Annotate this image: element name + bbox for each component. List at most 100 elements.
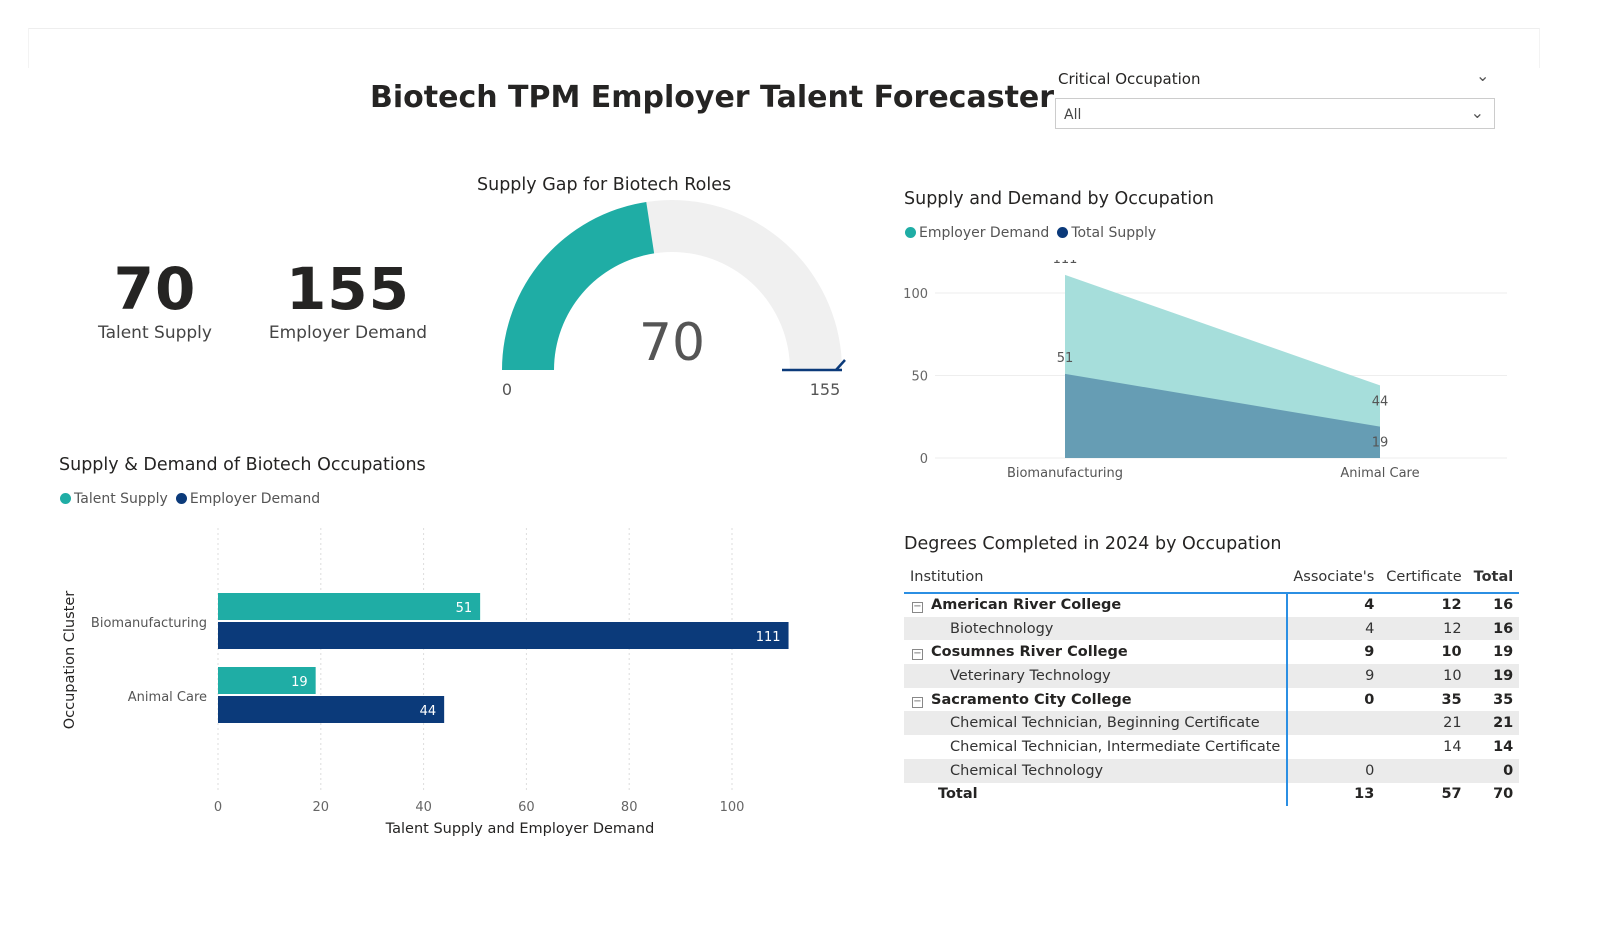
table-group-row[interactable]: − Sacramento City College 0 35 35	[904, 687, 1519, 712]
column-header-institution[interactable]: Institution	[904, 561, 1288, 594]
legend-item-talent-supply[interactable]: Talent Supply	[60, 491, 168, 507]
slicer-label: Critical Occupation	[1058, 70, 1201, 88]
data-label: 19	[1372, 436, 1389, 451]
card-label: Employer Demand	[268, 323, 428, 343]
legend-label: Talent Supply	[74, 491, 168, 507]
data-label: 111	[756, 630, 781, 645]
report-frame	[28, 28, 1540, 68]
row-name: Biotechnology	[950, 620, 1054, 637]
employer-demand-card: 155 Employer Demand	[248, 255, 448, 343]
x-tick-label: Animal Care	[1340, 466, 1419, 481]
table-title: Degrees Completed in 2024 by Occupation	[904, 534, 1282, 554]
cell-certificate	[1380, 758, 1468, 783]
row-name: Cosumnes River College	[931, 644, 1128, 661]
card-value: 155	[285, 255, 411, 323]
cell-certificate: 12	[1380, 616, 1468, 641]
legend-dot-icon	[1057, 227, 1069, 238]
cell-certificate: 12	[1441, 597, 1462, 614]
data-label: 44	[1372, 394, 1389, 409]
cell-associates: 4	[1364, 597, 1375, 614]
collapse-icon[interactable]: −	[912, 695, 923, 708]
cell-total: 19	[1467, 664, 1520, 688]
data-label: 111	[1053, 260, 1078, 267]
x-tick-label: 80	[621, 800, 638, 815]
row-name: Veterinary Technology	[950, 667, 1111, 684]
area-series	[1065, 373, 1380, 458]
area-chart-title: Supply and Demand by Occupation	[904, 189, 1214, 209]
area-chart-legend: Employer Demand Total Supply	[905, 225, 1156, 241]
gauge-min-label: 0	[502, 380, 512, 399]
legend-item-employer-demand[interactable]: Employer Demand	[905, 225, 1049, 241]
critical-occupation-dropdown[interactable]: All ⌄	[1055, 98, 1495, 129]
table-group-row[interactable]: − Cosumnes River College 9 10 19	[904, 640, 1519, 665]
y-tick-label: 100	[903, 287, 928, 302]
legend-dot-icon	[60, 493, 71, 504]
row-name: Total	[938, 786, 978, 803]
cell-total: 19	[1493, 644, 1514, 661]
column-header-total[interactable]: Total	[1467, 561, 1520, 594]
legend-label: Employer Demand	[189, 491, 321, 507]
supply-gap-gauge: 70 0 155	[502, 200, 846, 399]
cell-associates: 13	[1354, 786, 1375, 803]
table-header-row: Institution Associate's Certificate Tota…	[904, 561, 1520, 594]
table-row[interactable]: Veterinary Technology 9 10 19	[904, 664, 1520, 688]
cell-associates: 9	[1364, 644, 1375, 661]
cell-certificate: 35	[1441, 691, 1462, 708]
table-total-row: Total 13 57 70	[904, 782, 1519, 807]
y-tick-label: 0	[920, 452, 928, 467]
cell-total: 16	[1493, 597, 1514, 614]
gauge-target-tick	[835, 359, 846, 371]
legend-item-total-supply[interactable]: Total Supply	[1057, 225, 1156, 241]
x-tick-label: 20	[313, 800, 330, 815]
collapse-icon[interactable]: −	[912, 648, 923, 661]
row-name: American River College	[931, 597, 1122, 614]
y-tick-label: Biomanufacturing	[91, 616, 207, 631]
cell-certificate: 10	[1380, 664, 1468, 688]
cell-total: 35	[1493, 691, 1514, 708]
legend-label: Total Supply	[1071, 225, 1157, 241]
slicer-collapse-chevron-icon[interactable]: ⌄	[1476, 66, 1490, 85]
cell-total: 70	[1493, 786, 1514, 803]
cell-total: 0	[1467, 758, 1520, 783]
x-tick-label: 0	[214, 800, 222, 815]
card-value: 70	[113, 255, 197, 323]
cell-certificate: 10	[1441, 644, 1462, 661]
gauge-fill	[502, 201, 655, 370]
table-row[interactable]: Biotechnology 4 12 16	[904, 616, 1520, 641]
cell-associates: 0	[1287, 758, 1381, 783]
data-label: 51	[456, 601, 473, 616]
degrees-matrix-table: Institution Associate's Certificate Tota…	[904, 561, 1520, 807]
bar	[218, 696, 445, 723]
gauge-value: 70	[639, 313, 705, 373]
dropdown-value: All	[1064, 107, 1082, 123]
y-tick-label: Animal Care	[128, 690, 207, 705]
bar-chart-title: Supply & Demand of Biotech Occupations	[59, 455, 426, 475]
table-row[interactable]: Chemical Technician, Beginning Certifica…	[904, 711, 1520, 736]
card-label: Talent Supply	[98, 323, 212, 343]
cell-certificate: 57	[1441, 786, 1462, 803]
legend-item-employer-demand[interactable]: Employer Demand	[175, 491, 321, 507]
talent-supply-card: 70 Talent Supply	[55, 255, 255, 343]
table-group-row[interactable]: − American River College 4 12 16	[904, 593, 1519, 617]
cell-certificate: 14	[1443, 738, 1462, 755]
data-label: 19	[291, 675, 308, 690]
data-label: 51	[1057, 351, 1074, 366]
column-header-associates[interactable]: Associate's	[1287, 561, 1381, 594]
gauge-max-label: 155	[810, 380, 841, 399]
y-axis-title: Occupation Cluster	[62, 591, 78, 730]
bar	[218, 667, 316, 694]
legend-dot-icon	[175, 493, 187, 504]
collapse-icon[interactable]: −	[912, 601, 923, 614]
bar-chart-legend: Talent Supply Employer Demand	[60, 491, 320, 507]
column-header-certificate[interactable]: Certificate	[1380, 561, 1468, 594]
bar-chart: 0 20 40 60 80 100 Talent Supply and Employer D…	[62, 528, 789, 837]
bar	[218, 622, 789, 649]
table-row[interactable]: Chemical Technology 0 0	[904, 758, 1520, 783]
table-row[interactable]: Chemical Technician, Intermediate Certif…	[904, 735, 1519, 759]
chevron-down-icon: ⌄	[1470, 103, 1484, 122]
x-tick-label: 40	[415, 800, 432, 815]
legend-label: Employer Demand	[919, 225, 1050, 241]
y-tick-label: 50	[911, 370, 928, 385]
row-name: Chemical Technician, Intermediate Certif…	[950, 738, 1281, 755]
cell-total: 21	[1467, 711, 1520, 736]
